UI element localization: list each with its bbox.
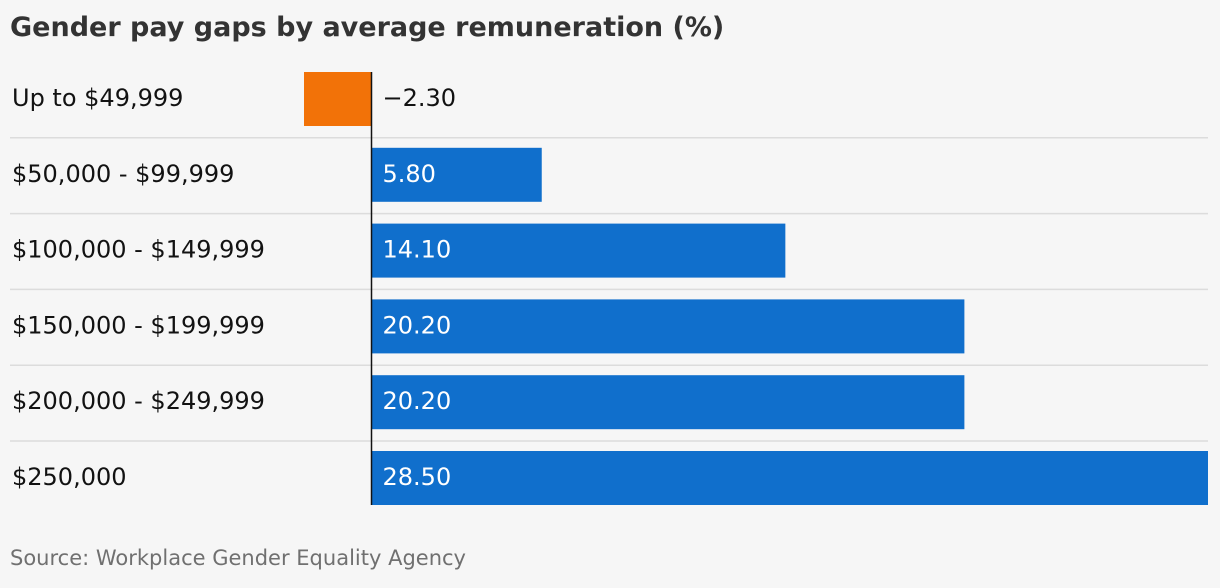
value-label: 20.20	[383, 311, 452, 339]
chart-source: Source: Workplace Gender Equality Agency	[10, 546, 466, 570]
chart-title: Gender pay gaps by average remuneration …	[10, 12, 725, 43]
category-label: $200,000 - $249,999	[12, 387, 265, 415]
bar	[371, 375, 965, 430]
bar	[371, 223, 786, 278]
category-label: Up to $49,999	[12, 84, 183, 112]
category-label: $150,000 - $199,999	[12, 311, 265, 339]
category-label: $250,000	[12, 463, 127, 491]
category-labels: Up to $49,999 $50,000 - $99,999 $100,000 -…	[12, 84, 265, 491]
bars	[304, 72, 1209, 505]
value-label: 28.50	[383, 463, 452, 491]
bar	[371, 299, 965, 354]
category-label: $100,000 - $149,999	[12, 236, 265, 264]
value-label: −2.30	[383, 84, 457, 112]
value-label: 5.80	[383, 160, 436, 188]
bar	[371, 147, 542, 202]
value-label: 14.10	[383, 236, 452, 264]
bar	[371, 451, 1209, 505]
value-labels: −2.30 5.80 14.10 20.20 20.20 28.50	[383, 84, 457, 491]
bar	[304, 72, 372, 126]
row-separators	[10, 137, 1208, 442]
category-label: $50,000 - $99,999	[12, 160, 234, 188]
value-label: 20.20	[383, 387, 452, 415]
